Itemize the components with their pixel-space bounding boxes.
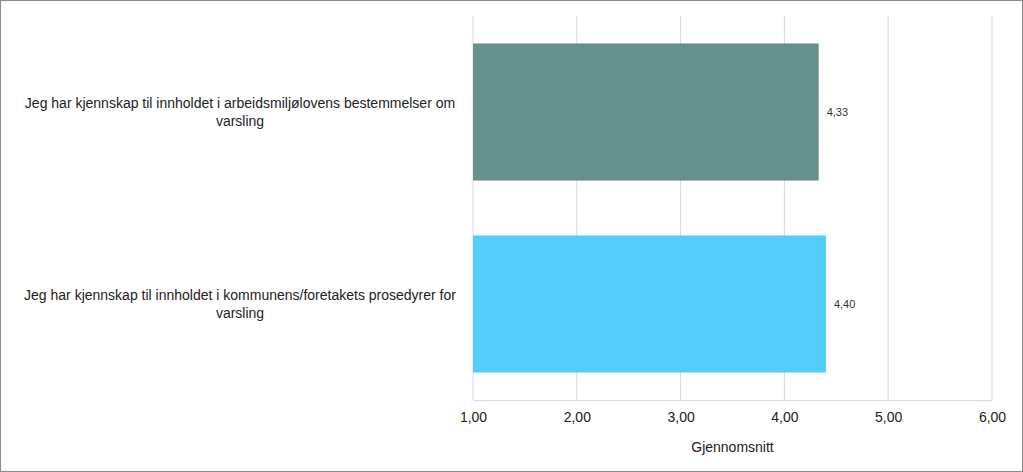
tick: 4,00: [771, 400, 798, 425]
tick: 2,00: [564, 400, 591, 425]
tick-label: 2,00: [564, 409, 591, 425]
tick-label: 6,00: [979, 409, 1006, 425]
axis-line: [474, 400, 993, 401]
category-label-line: Jeg har kjennskap til innholdet i kommun…: [24, 287, 456, 303]
category-label-line: varsling: [216, 305, 264, 321]
data-label: 4,33: [827, 106, 848, 118]
tick-label: 5,00: [875, 409, 902, 425]
tick-label: 3,00: [667, 409, 694, 425]
tick-label: 4,00: [771, 409, 798, 425]
frame: [1, 1, 1023, 472]
data-labels: 4,33 4,40: [827, 106, 856, 310]
tick: 5,00: [875, 400, 902, 425]
grid-line: [888, 16, 889, 400]
chart: 1,00 2,00 3,00 4,00 5,00 6,00 Gjennomsnitt Jeg …: [0, 0, 1023, 472]
category-label-line: varsling: [216, 113, 264, 129]
data-label: 4,40: [834, 298, 855, 310]
grid-line: [992, 16, 993, 400]
category-label: Jeg har kjennskap til innholdet i arbeid…: [25, 95, 455, 129]
bar: [473, 43, 819, 180]
category-labels: Jeg har kjennskap til innholdet i arbeid…: [24, 95, 456, 321]
axis-title: Gjennomsnitt: [691, 439, 774, 455]
x-axis: 1,00 2,00 3,00 4,00 5,00 6,00: [460, 400, 1006, 425]
tick: 1,00: [460, 400, 487, 425]
tick-label: 1,00: [460, 409, 487, 425]
bars: [473, 43, 826, 372]
tick: 6,00: [979, 400, 1006, 425]
bar: [473, 235, 826, 372]
tick: 3,00: [667, 400, 694, 425]
category-label-line: Jeg har kjennskap til innholdet i arbeid…: [25, 95, 455, 111]
category-label: Jeg har kjennskap til innholdet i kommun…: [24, 287, 456, 321]
grid: [473, 16, 992, 400]
